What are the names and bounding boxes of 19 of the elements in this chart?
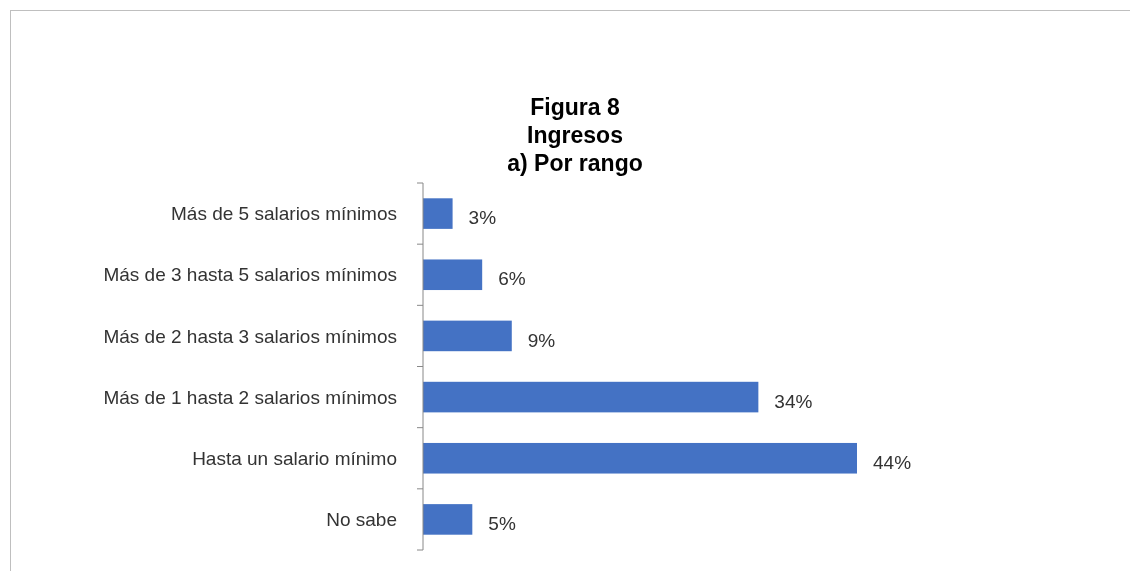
bar <box>423 259 483 291</box>
bar <box>423 442 857 474</box>
chart-title: Figura 8 Ingresos a) Por rango <box>507 94 643 176</box>
data-label: 44% <box>873 451 912 473</box>
y-tick-label: Más de 1 hasta 2 salarios mínimos <box>103 386 397 408</box>
data-label: 9% <box>527 329 556 351</box>
y-tick-label: No sabe <box>326 509 397 531</box>
y-tick-label: Más de 3 hasta 5 salarios mínimos <box>103 264 397 286</box>
bar <box>423 320 512 352</box>
y-tick-label: Hasta un salario mínimo <box>192 447 397 469</box>
bar <box>423 198 453 229</box>
bar <box>423 381 759 413</box>
data-label: 6% <box>498 268 526 290</box>
data-label: 5% <box>488 513 516 535</box>
data-label: 3% <box>468 207 497 229</box>
y-tick-label: Más de 5 salarios mínimos <box>171 203 397 225</box>
data-label: 34% <box>774 390 813 412</box>
bar <box>423 504 473 535</box>
y-tick-label: Más de 2 hasta 3 salarios mínimos <box>103 325 397 347</box>
